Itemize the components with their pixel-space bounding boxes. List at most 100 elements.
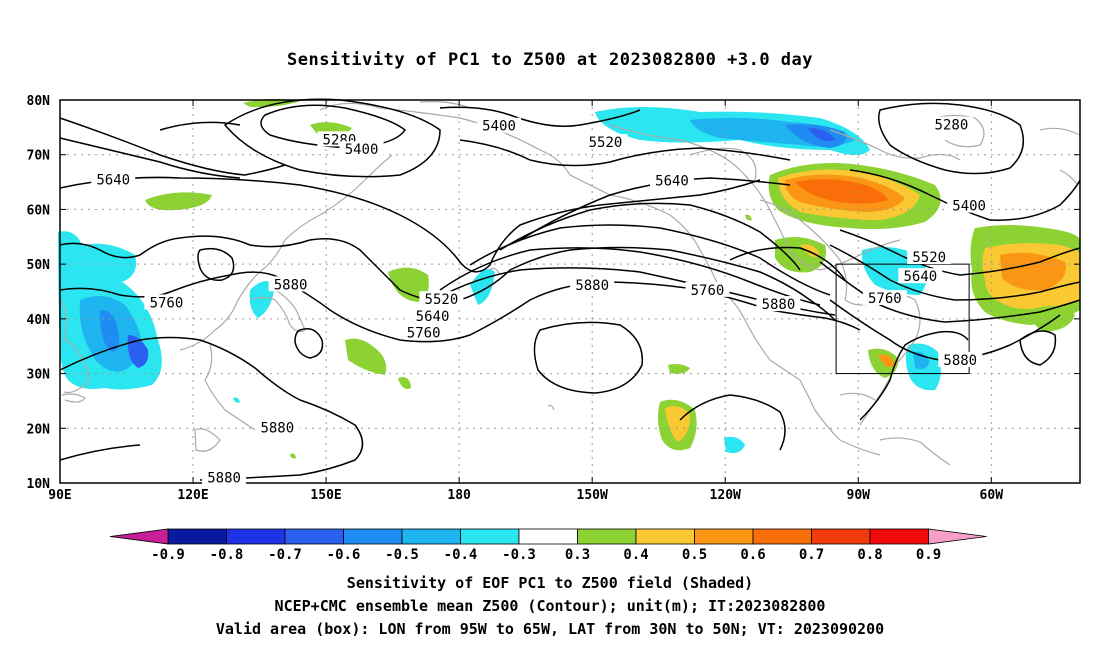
shade-positive: [388, 267, 429, 302]
shade-negative: [127, 335, 149, 368]
coastlines: [59, 101, 1081, 466]
contour-label-bg: [685, 281, 730, 297]
contour-label: 5400: [345, 142, 379, 158]
contour-label-bg: [583, 134, 628, 150]
contour-label-bg: [898, 268, 943, 284]
lon-tick-label: 150W: [577, 488, 608, 503]
lat-tick-label: 10N: [27, 477, 51, 492]
colorbar-segment: [343, 528, 403, 545]
colorbar: -0.9 -0.8 -0.7 -0.6 -0.5 -0.4 -0.3 0.3 0.4 0.5 0.6…: [109, 528, 987, 563]
lat-tick-label: 30N: [27, 368, 51, 383]
colorbar-segment: [518, 528, 578, 545]
contour-label: 5760: [691, 283, 725, 299]
map-title: Sensitivity of PC1 to Z500 at 2023082800…: [286, 50, 813, 70]
colorbar-label: 0.4: [623, 547, 648, 563]
colorbar-segment: [167, 528, 227, 545]
colorbar-label: 0.8: [857, 547, 882, 563]
colorbar-segment: [635, 528, 695, 545]
shade-negative: [233, 397, 240, 403]
colorbar-label: -0.8: [210, 547, 244, 563]
contour-label-bg: [401, 324, 446, 340]
caption-line-1: Sensitivity of EOF PC1 to Z500 field (Sh…: [346, 574, 754, 592]
contour-label: 5880: [207, 471, 241, 487]
lon-tick-label: 90W: [847, 488, 871, 503]
shade-positive: [345, 338, 387, 375]
shade-positive: [1030, 306, 1075, 332]
shade-positive: [665, 406, 690, 442]
shade-positive: [668, 364, 690, 374]
contour-label: 5640: [655, 173, 689, 189]
graticule: [60, 100, 1080, 483]
colorbar-label: -0.9: [151, 547, 185, 563]
contour-label-bg: [929, 116, 974, 132]
shade-negative: [913, 351, 930, 370]
contour-label: 5880: [762, 297, 796, 313]
contour-label-bg: [938, 351, 983, 367]
colorbar-label: 0.5: [682, 547, 707, 563]
contour-labels: 5280540056405400552052805640540055205640…: [91, 116, 992, 487]
colorbar-segment: [869, 528, 929, 545]
contour-label-bg: [650, 172, 694, 188]
contour-label-bg: [268, 276, 313, 292]
colorbar-label: -0.6: [327, 547, 361, 563]
shade-positive: [878, 354, 895, 368]
contour-label-bg: [756, 296, 801, 312]
contour-label: 5400: [482, 119, 516, 135]
lon-tick-label: 90E: [48, 488, 71, 503]
lat-tick-label: 70N: [27, 149, 51, 164]
lat-tick-label: 60N: [27, 203, 51, 218]
contour-label: 5640: [903, 269, 937, 285]
contour-label: 5280: [935, 118, 969, 134]
contour-label: 5760: [150, 295, 184, 311]
lon-tick-label: 120W: [710, 488, 741, 503]
lat-tick-label: 20N: [27, 422, 51, 437]
colorbar-label: 0.9: [916, 547, 941, 563]
sensitivity-shading: [58, 98, 1080, 459]
contour-label: 5640: [416, 309, 450, 325]
contour-label: 5520: [589, 135, 623, 151]
contour-label-bg: [410, 308, 455, 324]
colorbar-segment: [226, 528, 286, 545]
contour-label: 5880: [943, 353, 977, 369]
contour-label: 5880: [260, 421, 294, 437]
shade-negative: [100, 310, 120, 352]
colorbar-segment: [401, 528, 461, 545]
colorbar-label: 0.6: [740, 547, 765, 563]
contour-label-bg: [255, 419, 300, 435]
contour-label-bg: [907, 249, 952, 265]
contour-label: 5880: [575, 278, 609, 294]
contour-label: 5760: [407, 326, 441, 342]
shade-positive: [145, 192, 212, 211]
shade-negative: [470, 268, 495, 305]
colorbar-label: -0.3: [502, 547, 536, 563]
lon-tick-label: 180: [447, 488, 471, 503]
contour-label-bg: [419, 291, 464, 307]
shade-positive: [1000, 252, 1066, 291]
shade-negative: [808, 128, 835, 142]
shade-positive: [398, 377, 411, 389]
contour-label: 5880: [274, 277, 308, 293]
contour-label-bg: [570, 276, 615, 292]
contour-label-bg: [144, 294, 189, 310]
contour-label: 5640: [96, 172, 130, 188]
colorbar-label: -0.5: [385, 547, 419, 563]
colorbar-high-arrow: [928, 528, 987, 545]
lat-tick-label: 80N: [27, 94, 51, 109]
lon-tick-label: 150E: [310, 488, 341, 503]
caption-line-2: NCEP+CMC ensemble mean Z500 (Contour); u…: [274, 597, 826, 615]
shade-positive: [243, 98, 300, 108]
colorbar-label: 0.3: [565, 547, 590, 563]
shade-positive: [745, 214, 752, 221]
contour-label-bg: [339, 141, 384, 157]
contour-label: 5520: [425, 292, 459, 308]
colorbar-low-arrow: [109, 528, 169, 545]
valid-area-box: [835, 263, 970, 375]
caption-line-3: Valid area (box): LON from 95W to 65W, L…: [215, 620, 885, 638]
colorbar-label: -0.7: [268, 547, 302, 563]
contour-label-bg: [91, 171, 136, 187]
colorbar-segment: [752, 528, 812, 545]
shade-negative: [724, 436, 745, 454]
map-frame: [59, 99, 1081, 484]
contour-label-bg: [477, 117, 522, 133]
